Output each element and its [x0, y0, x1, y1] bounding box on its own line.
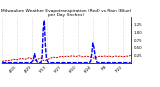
Title: Milwaukee Weather Evapotranspiration (Red) vs Rain (Blue) per Day (Inches): Milwaukee Weather Evapotranspiration (Re…	[1, 9, 132, 17]
